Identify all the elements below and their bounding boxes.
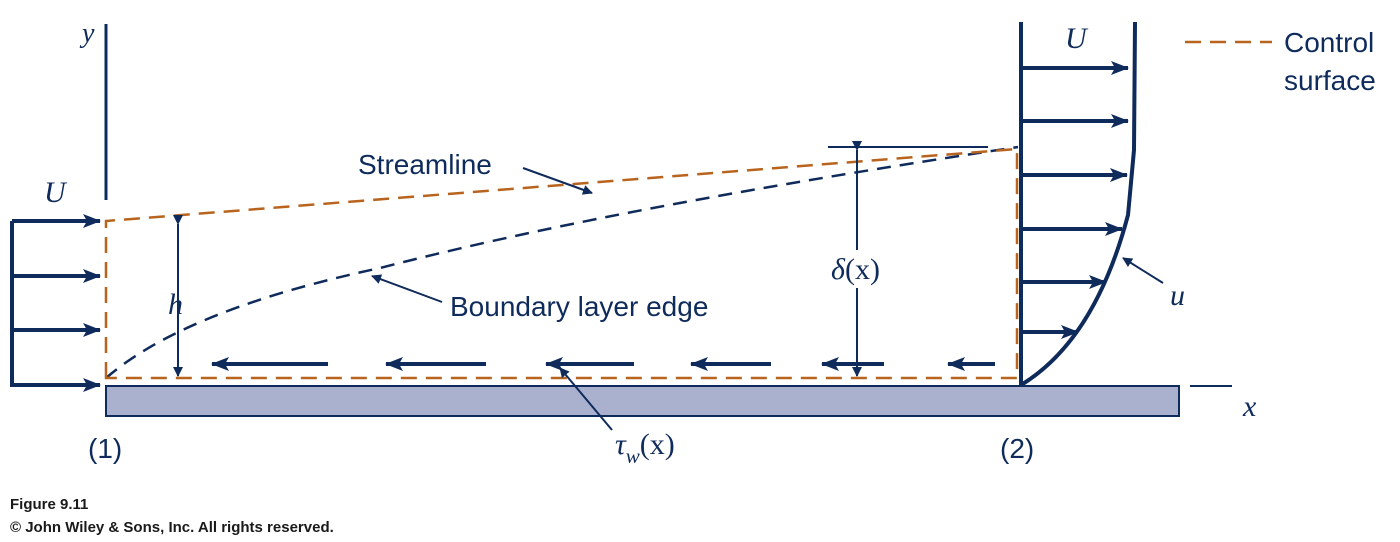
- delta-argument: (x): [845, 253, 880, 286]
- tau-leader: [559, 367, 613, 431]
- section-2-label: (2): [1000, 433, 1034, 464]
- height-label: h: [168, 288, 183, 321]
- boundary-layer-edge-curve: [105, 145, 1019, 379]
- figure-caption: Figure 9.11: [10, 496, 89, 513]
- y-axis-label: y: [79, 18, 95, 49]
- legend-label-line2: surface: [1284, 65, 1376, 96]
- section-1-label: (1): [88, 433, 122, 464]
- tau-label: τw(x): [615, 428, 675, 468]
- delta-symbol: δ: [831, 253, 846, 286]
- tau-symbol: τ: [615, 428, 627, 461]
- x-axis-label: x: [1242, 390, 1257, 423]
- boundary-layer-edge-label: Boundary layer edge: [450, 291, 708, 322]
- streamline-leader: [522, 167, 593, 195]
- tau-subscript: w: [626, 444, 640, 468]
- velocity-profile-label: u: [1170, 279, 1185, 312]
- legend-label-line1: Control: [1284, 27, 1374, 58]
- u-leader: [1122, 257, 1164, 284]
- outlet-velocity-label: U: [1065, 22, 1089, 55]
- tau-argument: (x): [640, 428, 675, 461]
- boundary-layer-leader: [371, 274, 443, 303]
- flat-plate: [105, 385, 1180, 417]
- outlet-velocity-profile: [1019, 21, 1137, 387]
- delta-label: δ(x): [831, 253, 880, 286]
- control-surface: [104, 147, 1019, 380]
- inlet-velocity-label: U: [44, 176, 68, 209]
- delta-label-bg: [828, 250, 886, 288]
- copyright-notice: © John Wiley & Sons, Inc. All rights res…: [10, 519, 334, 536]
- inlet-velocity-profile: [10, 214, 101, 392]
- streamline-label: Streamline: [358, 149, 492, 180]
